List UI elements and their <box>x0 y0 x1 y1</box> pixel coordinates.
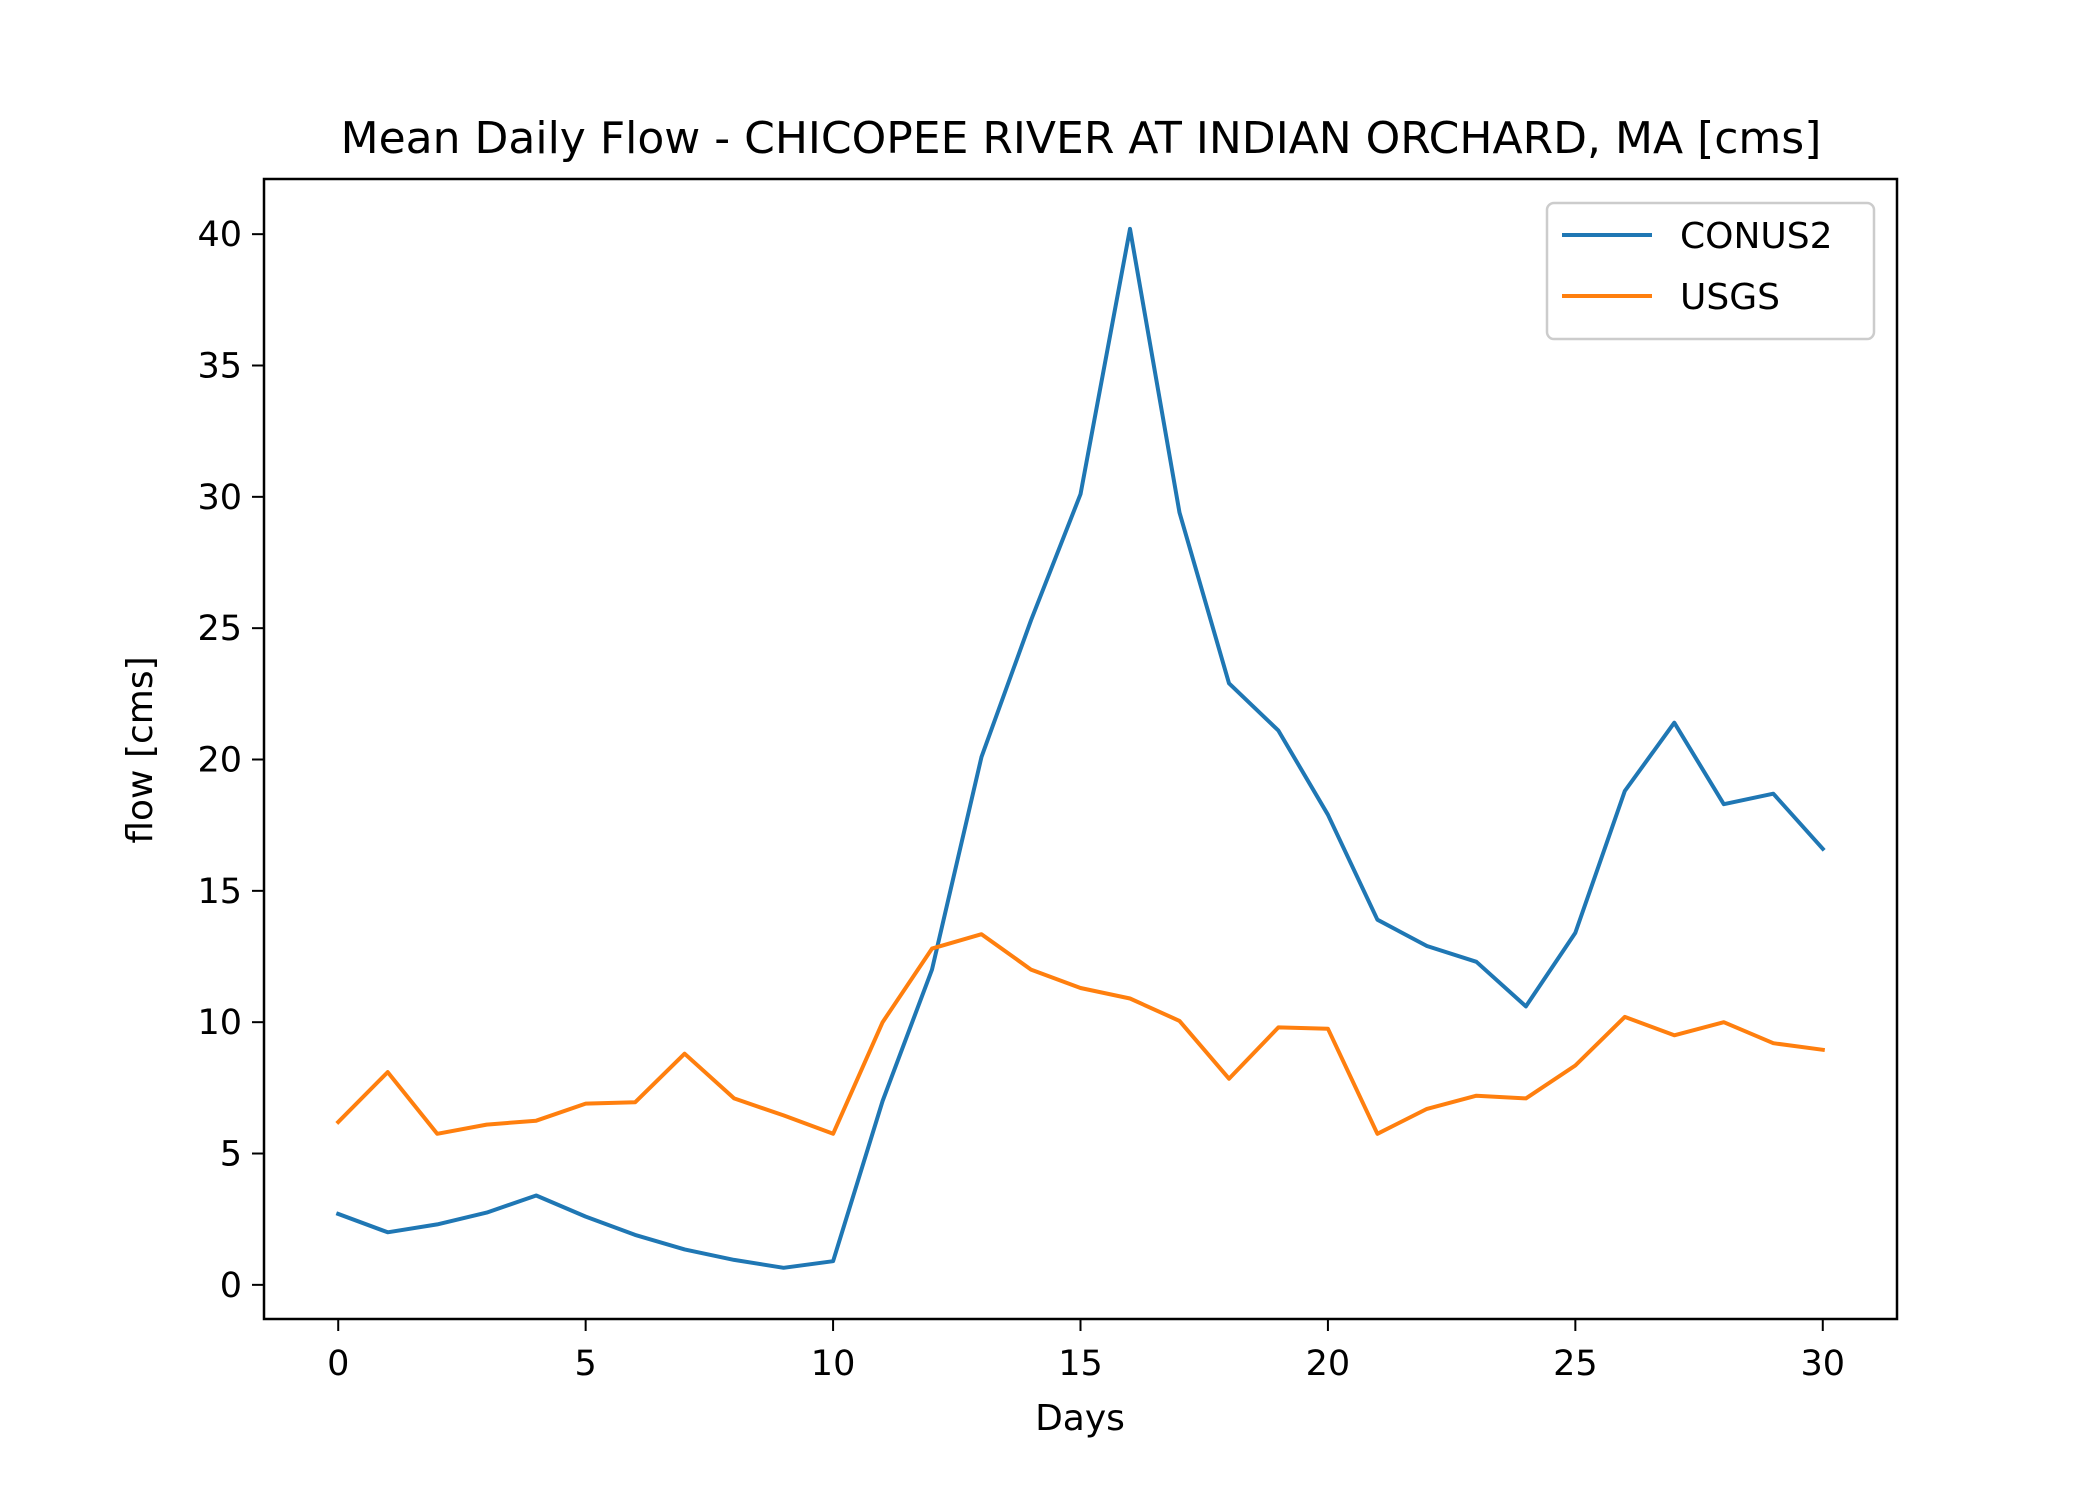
x-tick-label: 25 <box>1553 1344 1598 1384</box>
x-tick-label: 5 <box>575 1344 597 1384</box>
y-tick-label: 10 <box>197 1003 242 1043</box>
y-tick-label: 25 <box>197 609 242 649</box>
y-tick-label: 40 <box>197 215 242 255</box>
x-tick-label: 0 <box>327 1344 349 1384</box>
y-tick-label: 30 <box>197 478 242 518</box>
y-tick-label: 15 <box>197 872 242 912</box>
x-tick-label: 30 <box>1800 1344 1845 1384</box>
y-tick-label: 5 <box>220 1135 242 1175</box>
y-tick-label: 20 <box>197 741 242 781</box>
y-axis-label: flow [cms] <box>120 656 161 843</box>
x-axis-ticks: 0 5 10 15 20 25 30 <box>327 1319 1845 1384</box>
x-axis-label: Days <box>1035 1398 1125 1439</box>
plot-area <box>335 226 1826 1270</box>
legend-label-usgs: USGS <box>1680 277 1780 318</box>
chart-title: Mean Daily Flow - CHICOPEE RIVER AT INDI… <box>341 113 1822 164</box>
x-tick-label: 20 <box>1306 1344 1351 1384</box>
legend: CONUS2 USGS <box>1545 201 1876 341</box>
axes-frame <box>262 177 1899 1321</box>
series-line-conus2 <box>335 226 1826 1270</box>
y-tick-label: 0 <box>220 1266 242 1306</box>
series-line-usgs <box>335 932 1826 1136</box>
x-tick-label: 10 <box>811 1344 856 1384</box>
legend-label-conus2: CONUS2 <box>1680 216 1833 257</box>
y-tick-label: 35 <box>197 346 242 386</box>
y-axis-ticks: 0 5 10 15 20 25 30 35 40 <box>197 215 264 1306</box>
x-tick-label: 15 <box>1058 1344 1103 1384</box>
